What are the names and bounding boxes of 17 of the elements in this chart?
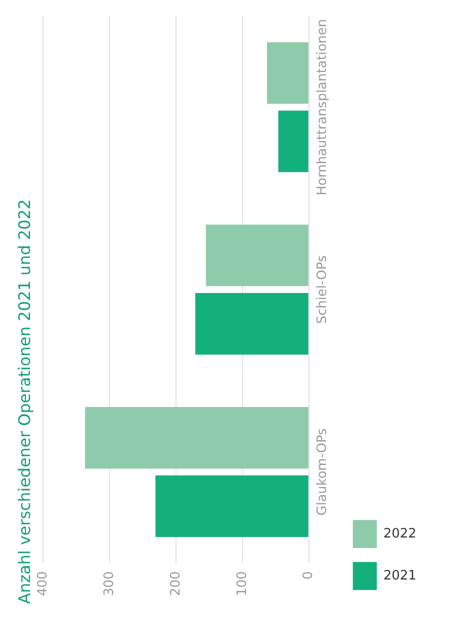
text: Anzahl verschiedener Operationen 2021 und 2022 [14, 199, 34, 604]
legend-label: 2022 [383, 526, 416, 542]
bar [195, 293, 308, 355]
x-tick-label: 400 [36, 571, 51, 596]
x-tick-label: 200 [168, 571, 184, 596]
bar [155, 475, 308, 537]
y-tick-label: Schiel-OPs [315, 255, 330, 324]
bar [85, 407, 308, 469]
x-tick-label: 100 [234, 571, 250, 596]
y-tick-label: Glaukom-OPs [315, 428, 330, 516]
x-tick-label: 300 [102, 571, 117, 596]
bar [266, 42, 308, 104]
legend-label: 2021 [383, 568, 416, 584]
bar [278, 110, 308, 172]
x-tick-label: 0 [301, 571, 316, 580]
bar [206, 224, 308, 286]
y-tick-label: Hornhauttransplantationen [315, 19, 330, 196]
